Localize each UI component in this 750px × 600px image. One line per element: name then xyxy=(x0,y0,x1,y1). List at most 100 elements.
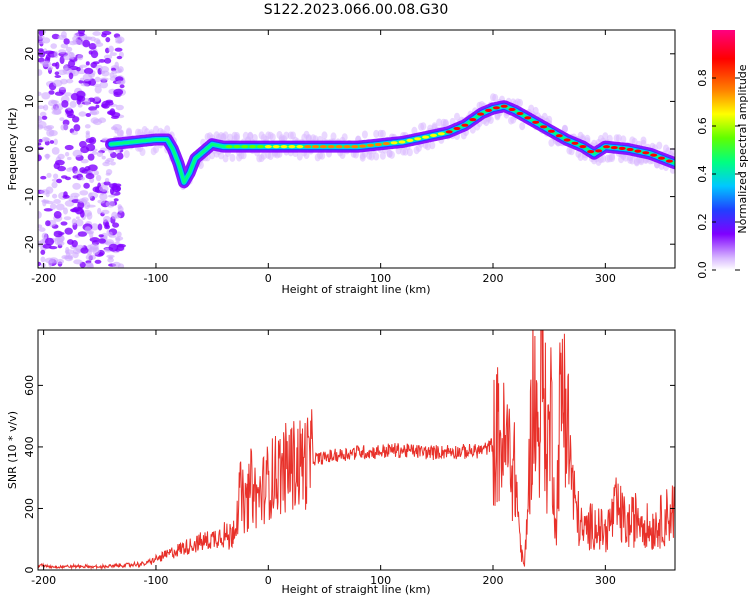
noise-speckle xyxy=(64,151,70,157)
ridge-core xyxy=(335,145,343,149)
noise-speckle xyxy=(67,254,73,260)
snr-series-line xyxy=(38,330,675,570)
noise-speckle xyxy=(73,259,83,265)
halo-point xyxy=(373,129,380,138)
ridge-core xyxy=(658,156,665,160)
ridge-core xyxy=(422,135,430,139)
halo-point xyxy=(247,132,254,141)
noise-speckle xyxy=(58,49,67,54)
noise-speckle xyxy=(67,156,72,161)
noise-speckle xyxy=(63,191,68,198)
noise-speckle xyxy=(112,222,120,228)
ridge-core xyxy=(437,132,445,136)
colorbar-gradient xyxy=(712,30,735,270)
noise-speckle xyxy=(116,55,123,60)
noise-speckle xyxy=(63,64,68,71)
noise-speckle xyxy=(88,43,97,50)
noise-speckle xyxy=(57,241,65,246)
noise-speckle xyxy=(114,47,123,52)
x-tick-label: 100 xyxy=(370,574,391,587)
ridge-core xyxy=(532,120,540,124)
y-tick-label: -20 xyxy=(23,235,36,253)
halo-point xyxy=(341,133,348,142)
noise-speckle xyxy=(89,243,99,250)
ridge-core xyxy=(304,145,312,149)
noise-speckle xyxy=(76,67,81,72)
noise-speckle xyxy=(93,96,101,102)
halo-point xyxy=(227,133,234,142)
noise-speckle xyxy=(85,138,95,144)
ridge-core xyxy=(618,146,626,150)
noise-speckle xyxy=(90,50,99,59)
noise-speckle xyxy=(50,43,57,49)
noise-speckle xyxy=(48,99,58,107)
noise-speckle xyxy=(43,104,49,111)
ridge-core xyxy=(296,145,304,149)
ridge-core xyxy=(288,145,296,149)
ridge-core xyxy=(500,104,508,108)
noise-speckle xyxy=(52,79,63,87)
ridge-core xyxy=(508,107,516,112)
noise-speckle xyxy=(111,185,119,191)
halo-point xyxy=(442,119,449,127)
noise-speckle xyxy=(38,121,47,129)
noise-speckle xyxy=(100,66,110,73)
ridge-core xyxy=(264,145,272,149)
noise-speckle xyxy=(59,117,65,121)
noise-speckle xyxy=(108,256,114,260)
noise-speckle xyxy=(95,174,102,182)
noise-speckle xyxy=(54,51,59,59)
noise-speckle xyxy=(61,31,67,39)
ridge-core xyxy=(595,149,603,153)
noise-speckle xyxy=(85,173,95,180)
noise-speckle xyxy=(80,210,85,218)
noise-speckle xyxy=(77,231,88,237)
noise-speckle xyxy=(85,143,96,152)
halo-point xyxy=(436,118,443,127)
noise-speckle xyxy=(80,83,90,87)
halo-point xyxy=(492,93,499,102)
spectrogram-x-axis: -200 -100 0 100 200 300 xyxy=(31,30,616,285)
noise-speckle xyxy=(104,57,112,64)
noise-speckle xyxy=(96,151,104,157)
noise-speckle xyxy=(38,115,43,123)
noise-speckle xyxy=(60,43,69,49)
halo-point xyxy=(629,156,636,165)
colorbar: 0.0 0.2 0.4 0.6 0.8 Normalized spectral ampl… xyxy=(696,30,749,279)
noise-speckle xyxy=(54,75,62,78)
halo-point xyxy=(517,98,523,107)
noise-speckle xyxy=(92,31,101,36)
noise-speckle xyxy=(83,182,90,189)
noise-speckle xyxy=(97,199,105,204)
noise-speckle xyxy=(64,144,74,151)
halo-point xyxy=(126,128,132,137)
noise-speckle xyxy=(113,198,119,202)
noise-speckle xyxy=(80,159,89,164)
noise-speckle xyxy=(63,92,73,97)
x-tick-label: -100 xyxy=(143,272,168,285)
noise-speckle xyxy=(68,60,76,67)
noise-speckle xyxy=(40,175,47,180)
ridge-core xyxy=(540,125,548,129)
noise-speckle xyxy=(38,227,46,232)
ridge-core xyxy=(547,129,555,133)
noise-speckle xyxy=(38,154,42,162)
noise-speckle xyxy=(85,132,91,140)
noise-speckle xyxy=(112,261,121,268)
noise-speckle xyxy=(54,71,60,76)
noise-speckle xyxy=(93,170,99,176)
noise-speckle xyxy=(72,182,81,190)
halo-point xyxy=(487,116,494,124)
colorbar-tick-label: 0.8 xyxy=(696,69,709,87)
ridge-core xyxy=(406,138,414,142)
noise-speckle xyxy=(101,209,110,215)
noise-speckle xyxy=(59,56,65,64)
snr-x-label: Height of straight line (km) xyxy=(281,583,430,596)
halo-point xyxy=(609,152,616,161)
noise-speckle xyxy=(85,36,93,40)
noise-speckle xyxy=(58,86,67,90)
noise-speckle xyxy=(104,159,111,164)
noise-speckle xyxy=(71,240,78,248)
ridge-core xyxy=(453,126,461,131)
halo-point xyxy=(319,151,326,160)
